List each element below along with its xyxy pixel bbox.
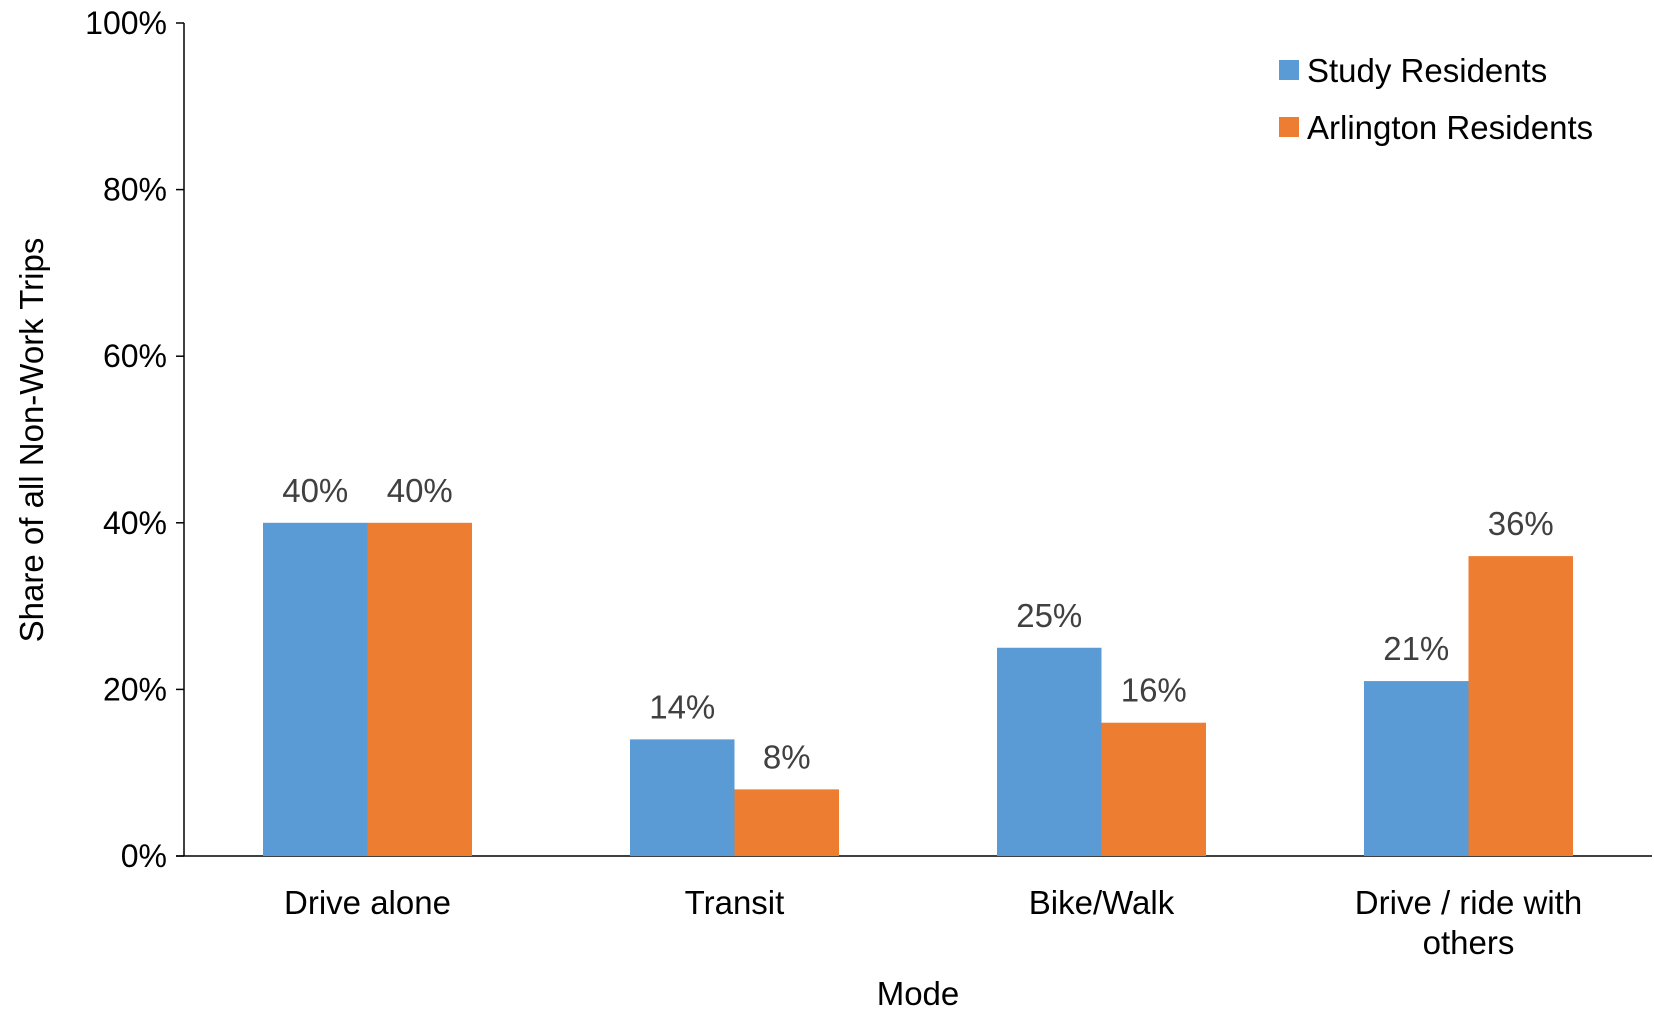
bar xyxy=(734,789,839,856)
y-tick-label: 100% xyxy=(85,5,167,41)
bar xyxy=(263,522,368,856)
x-category-label: Bike/Walk xyxy=(1029,884,1175,921)
legend-swatch xyxy=(1279,117,1299,137)
bars xyxy=(263,522,1573,856)
data-label: 8% xyxy=(763,738,811,775)
y-tick-label: 0% xyxy=(121,838,167,874)
data-label: 36% xyxy=(1488,505,1554,542)
legend-label: Arlington Residents xyxy=(1307,109,1593,146)
data-label: 21% xyxy=(1383,630,1449,667)
x-category-label: others xyxy=(1423,924,1515,961)
y-tick-label: 20% xyxy=(103,671,167,707)
x-category-label: Drive alone xyxy=(284,884,451,921)
legend-label: Study Residents xyxy=(1307,52,1547,89)
bar xyxy=(630,739,735,856)
x-category-label: Drive / ride with xyxy=(1355,884,1582,921)
data-label: 16% xyxy=(1121,672,1187,709)
x-axis-title: Mode xyxy=(877,975,960,1012)
data-label: 14% xyxy=(649,688,715,725)
data-label: 25% xyxy=(1016,597,1082,634)
legend: Study Residents Arlington Residents xyxy=(1279,52,1593,146)
bar xyxy=(997,647,1102,856)
bar xyxy=(1364,681,1469,856)
axes: 0% 20% 40% 60% 80% 100% Drive alone Transit Bike… xyxy=(13,5,1652,1012)
bar xyxy=(1101,722,1206,856)
bar xyxy=(367,522,472,856)
data-label: 40% xyxy=(282,472,348,509)
y-tick-label: 60% xyxy=(103,338,167,374)
data-label: 40% xyxy=(387,472,453,509)
y-tick-label: 40% xyxy=(103,505,167,541)
y-tick-label: 80% xyxy=(103,172,167,208)
y-axis-title: Share of all Non-Work Trips xyxy=(13,238,50,643)
x-category-label: Transit xyxy=(685,884,785,921)
data-labels: 40% 14% 25% 21% 40% 8% 16% 36% xyxy=(282,472,1554,776)
bar xyxy=(1468,556,1573,856)
legend-swatch xyxy=(1279,60,1299,80)
